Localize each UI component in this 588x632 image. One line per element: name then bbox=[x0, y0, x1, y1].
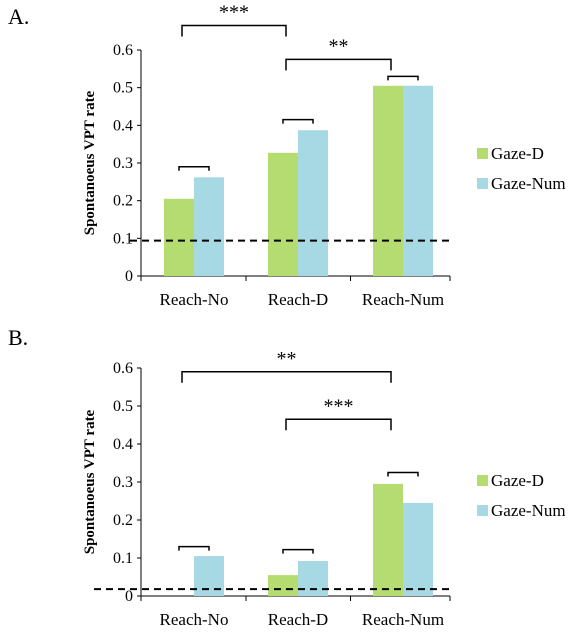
x-category-label: Reach-No bbox=[160, 610, 229, 629]
y-tick-label: 0.5 bbox=[113, 80, 133, 97]
panel-label: A. bbox=[8, 4, 29, 29]
y-tick-label: 0.4 bbox=[113, 436, 133, 453]
y-tick-label: 0.6 bbox=[113, 42, 133, 59]
y-axis-label: Spontanoeus VPT rate bbox=[82, 409, 98, 554]
significance-bracket bbox=[181, 24, 287, 37]
significance-label: ** bbox=[277, 348, 297, 370]
x-category-label: Reach-No bbox=[160, 290, 229, 309]
bar-gaze-num bbox=[403, 502, 433, 596]
significance-bracket bbox=[285, 418, 392, 431]
y-tick-label: 0.4 bbox=[113, 117, 133, 134]
bar-gaze-d bbox=[373, 483, 403, 596]
significance-label: *** bbox=[324, 395, 354, 417]
pair-bracket bbox=[387, 471, 419, 477]
pair-bracket bbox=[387, 75, 419, 81]
pair-bracket bbox=[178, 166, 210, 171]
legend-swatch-gaze-num bbox=[477, 505, 488, 516]
y-tick-label: 0 bbox=[125, 268, 133, 285]
bar-gaze-num bbox=[298, 561, 328, 596]
legend-label: Gaze-D bbox=[491, 144, 544, 163]
bar-gaze-num bbox=[194, 177, 224, 276]
pair-bracket bbox=[282, 118, 314, 124]
y-tick-label: 0.1 bbox=[113, 230, 133, 247]
bar-gaze-d bbox=[373, 85, 403, 277]
significance-label: ** bbox=[329, 35, 349, 57]
y-tick-label: 0.5 bbox=[113, 398, 133, 415]
legend-label: Gaze-Num bbox=[491, 174, 566, 193]
bar-gaze-d bbox=[164, 198, 194, 276]
bar-gaze-num bbox=[298, 130, 328, 276]
significance-label: *** bbox=[219, 2, 249, 24]
legend-label: Gaze-D bbox=[491, 471, 544, 490]
bar-gaze-num bbox=[403, 85, 433, 277]
bar-gaze-d bbox=[268, 575, 298, 596]
legend-swatch-gaze-d bbox=[477, 148, 488, 159]
y-tick-label: 0.3 bbox=[113, 155, 133, 172]
x-category-label: Reach-Num bbox=[362, 290, 444, 309]
pair-bracket bbox=[282, 548, 314, 554]
legend-swatch-gaze-num bbox=[477, 178, 488, 189]
x-category-label: Reach-D bbox=[268, 610, 328, 629]
significance-bracket bbox=[285, 58, 392, 71]
panel-label: B. bbox=[8, 325, 28, 350]
y-tick-label: 0 bbox=[125, 588, 133, 605]
x-category-label: Reach-D bbox=[268, 290, 328, 309]
y-tick-label: 0.1 bbox=[113, 550, 133, 567]
bar-gaze-d bbox=[268, 152, 298, 276]
y-tick-label: 0.2 bbox=[113, 512, 133, 529]
x-category-label: Reach-Num bbox=[362, 610, 444, 629]
y-tick-label: 0.2 bbox=[113, 193, 133, 210]
pair-bracket bbox=[178, 545, 210, 551]
y-tick-label: 0.3 bbox=[113, 474, 133, 491]
legend-swatch-gaze-d bbox=[477, 475, 488, 486]
legend-label: Gaze-Num bbox=[491, 501, 566, 520]
significance-bracket bbox=[181, 371, 392, 383]
y-tick-label: 0.6 bbox=[113, 360, 133, 377]
y-axis-label: Spontanoeus VPT rate bbox=[82, 90, 98, 235]
